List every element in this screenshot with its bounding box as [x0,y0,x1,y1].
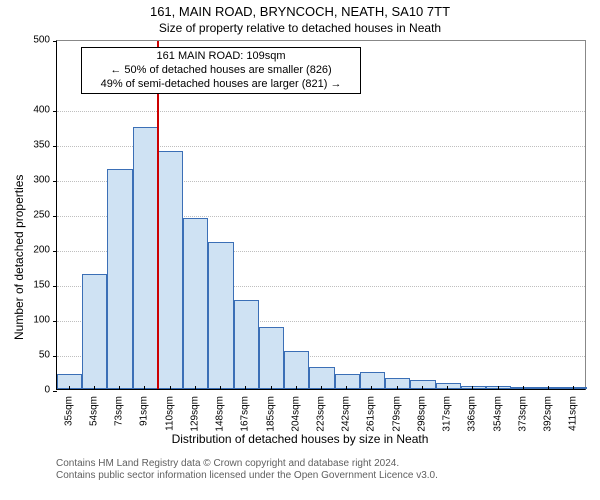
x-tick-label: 73sqm [114,396,125,426]
y-tick-label: 100 [22,315,50,326]
x-tick-label: 336sqm [467,396,478,432]
x-tick-label: 354sqm [492,396,503,432]
x-tick-label: 110sqm [164,396,175,431]
x-tick-label: 411sqm [568,396,579,431]
histogram-bar [511,387,536,389]
chart-title: 161, MAIN ROAD, BRYNCOCH, NEATH, SA10 7T… [0,4,600,19]
x-tick-label: 185sqm [265,396,276,432]
y-tick-label: 50 [22,350,50,361]
y-tick-label: 500 [22,35,50,46]
x-tick-label: 204sqm [290,396,301,432]
footer-line-2: Contains public sector information licen… [56,470,438,482]
x-tick-label: 261sqm [366,396,377,432]
annotation-line: 49% of semi-detached houses are larger (… [86,78,356,92]
histogram-bar [208,242,233,389]
histogram-bar [385,378,410,389]
plot-area: 161 MAIN ROAD: 109sqm← 50% of detached h… [56,40,586,390]
histogram-bar [259,327,284,389]
annotation-line: ← 50% of detached houses are smaller (82… [86,64,356,78]
histogram-bar [57,374,82,389]
x-tick-label: 223sqm [316,396,327,432]
y-ticks: 050100150200250300350400500 [22,40,52,390]
x-ticks: 35sqm 54sqm 73sqm 91sqm 110sqm 129sqm 148sqm 16… [56,390,586,432]
histogram-bar [183,218,208,390]
gridline [57,111,585,112]
x-tick-label: 317sqm [442,396,453,432]
histogram-bar [82,274,107,390]
x-tick-label: 35sqm [63,396,74,426]
chart-subtitle: Size of property relative to detached ho… [0,21,600,35]
y-tick-label: 300 [22,175,50,186]
x-tick-label: 298sqm [416,396,427,432]
x-tick-label: 373sqm [517,396,528,432]
histogram-bar [486,386,511,389]
x-tick-label: 91sqm [139,396,150,426]
figure: 161, MAIN ROAD, BRYNCOCH, NEATH, SA10 7T… [0,0,600,500]
histogram-bar [158,151,183,389]
y-tick-label: 200 [22,245,50,256]
histogram-bar [133,127,158,390]
histogram-bar [107,169,132,390]
annotation-box: 161 MAIN ROAD: 109sqm← 50% of detached h… [81,47,361,94]
x-tick-label: 167sqm [240,396,251,432]
annotation-line: 161 MAIN ROAD: 109sqm [86,50,356,64]
x-tick-label: 279sqm [391,396,402,432]
histogram-bar [284,351,309,390]
x-tick-label: 54sqm [88,396,99,426]
x-axis-label: Distribution of detached houses by size … [0,432,600,446]
histogram-bar [410,380,435,389]
y-tick-label: 350 [22,140,50,151]
footer-line-1: Contains HM Land Registry data © Crown c… [56,458,438,470]
y-tick-label: 250 [22,210,50,221]
y-tick-label: 400 [22,105,50,116]
y-tick-label: 150 [22,280,50,291]
x-tick-label: 242sqm [341,396,352,432]
x-tick-label: 148sqm [215,396,226,432]
footer-text: Contains HM Land Registry data © Crown c… [56,458,438,482]
x-tick-label: 392sqm [543,396,554,432]
x-tick-label: 129sqm [189,396,200,432]
y-tick-label: 0 [22,385,50,396]
histogram-bar [234,300,259,389]
